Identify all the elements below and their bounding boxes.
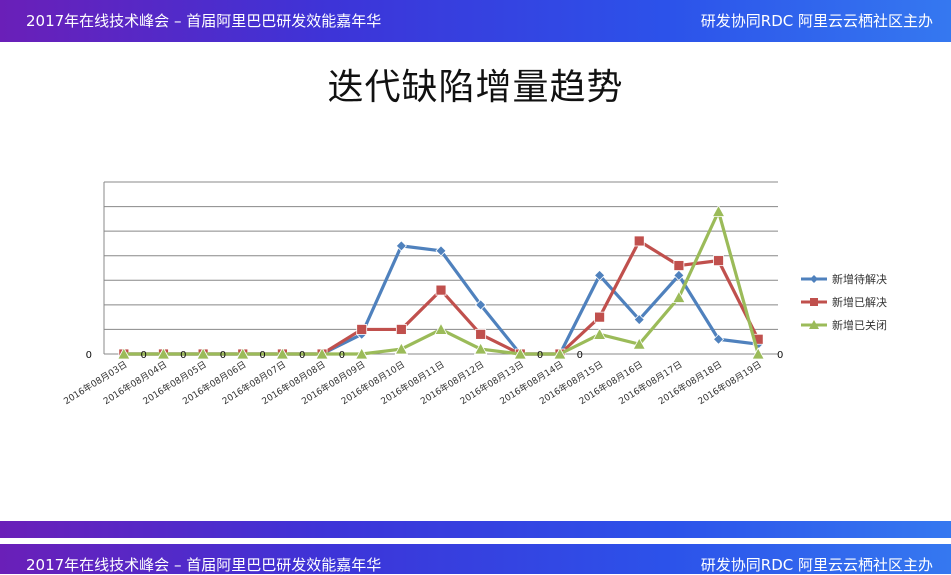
host-name: 研发协同RDC 阿里云云栖社区主办 [700,12,933,30]
x-tick-label: 2016年08月03日 [61,358,129,407]
x-tick-label: 2016年08月13日 [458,358,526,407]
point-marker [632,337,646,350]
data-label: 0 [259,350,265,361]
x-tick-label: 2016年08月08日 [260,358,328,407]
point-marker [117,347,131,360]
point-marker [315,347,329,360]
point-marker [435,284,447,296]
legend-marker [810,275,818,283]
data-label: 0 [180,350,186,361]
slide-title: 迭代缺陷增量趋势 [327,67,624,108]
data-label: 0 [537,350,543,361]
series-3 [117,204,765,360]
legend-label: 新增已关闭 [832,318,887,332]
event-name: 2017年在线技术峰会 – 首届阿里巴巴研发效能嘉年华 [26,12,382,30]
point-marker [356,324,368,335]
x-tick-label: 2016年08月16日 [577,358,645,407]
point-marker [633,235,645,247]
point-marker [673,260,685,271]
point-marker [395,240,407,252]
data-label: 0 [299,350,305,361]
point-marker [434,322,448,335]
x-tick-label: 2016年08月19日 [696,358,764,407]
point-marker [633,314,645,326]
point-marker [236,347,250,360]
right-data-label: 0 [777,350,783,361]
point-marker [473,342,488,355]
legend-marker [809,320,819,329]
x-tick-label: 2016年08月04日 [101,358,169,407]
data-label: 0 [220,350,226,361]
data-label: 0 [339,350,345,361]
x-tick-label: 2016年08月12日 [418,358,486,407]
series-line [123,244,759,356]
legend-label: 新增已解决 [832,295,887,309]
point-marker [673,269,685,281]
footer-stripe [0,521,951,538]
legend-entry: 新增已解决 [801,295,887,309]
point-marker [275,347,290,360]
point-marker [355,347,369,360]
legend-marker [810,298,818,306]
series-line [123,239,760,356]
point-marker [711,204,726,217]
x-tick-label: 2016年08月18日 [656,358,724,407]
x-tick-label: 2016年08月05日 [141,358,209,407]
bottom-banner: 2017年在线技术峰会 – 首届阿里巴巴研发效能嘉年华 研发协同RDC 阿里云云… [0,541,951,574]
x-tick-label: 2016年08月10日 [339,358,407,407]
legend-label: 新增待解决 [832,272,887,286]
point-marker [553,347,567,360]
point-marker [672,290,686,303]
point-marker [594,311,605,323]
y-tick-label: 0 [86,350,92,361]
point-marker [594,269,606,281]
x-tick-label: 2016年08月17日 [616,358,684,407]
point-marker [751,347,765,360]
legend-entry: 新增待解决 [801,272,887,286]
point-marker [513,347,527,360]
x-tick-label: 2016年08月11日 [378,358,446,407]
x-tick-label: 2016年08月09日 [299,358,367,407]
point-marker [475,299,487,311]
event-name-footer: 2017年在线技术峰会 – 首届阿里巴巴研发效能嘉年华 [26,556,382,574]
point-marker [394,342,409,355]
point-marker [156,347,171,360]
point-marker [713,255,724,267]
x-tick-label: 2016年08月15日 [537,358,605,407]
x-tick-label: 2016年08月07日 [220,358,288,407]
point-marker [592,327,607,340]
point-marker [435,245,447,257]
data-label: 0 [577,350,583,361]
legend-entry: 新增已关闭 [801,318,887,332]
top-banner: 2017年在线技术峰会 – 首届阿里巴巴研发效能嘉年华 研发协同RDC 阿里云云… [0,0,951,42]
point-marker [712,333,725,345]
host-name-footer: 研发协同RDC 阿里云云栖社区主办 [700,556,933,574]
point-marker [475,328,487,340]
point-marker [196,347,210,360]
x-tick-label: 2016年08月06日 [180,358,248,407]
data-label: 0 [140,350,146,361]
x-tick-label: 2016年08月14日 [497,358,565,407]
point-marker [395,324,407,335]
